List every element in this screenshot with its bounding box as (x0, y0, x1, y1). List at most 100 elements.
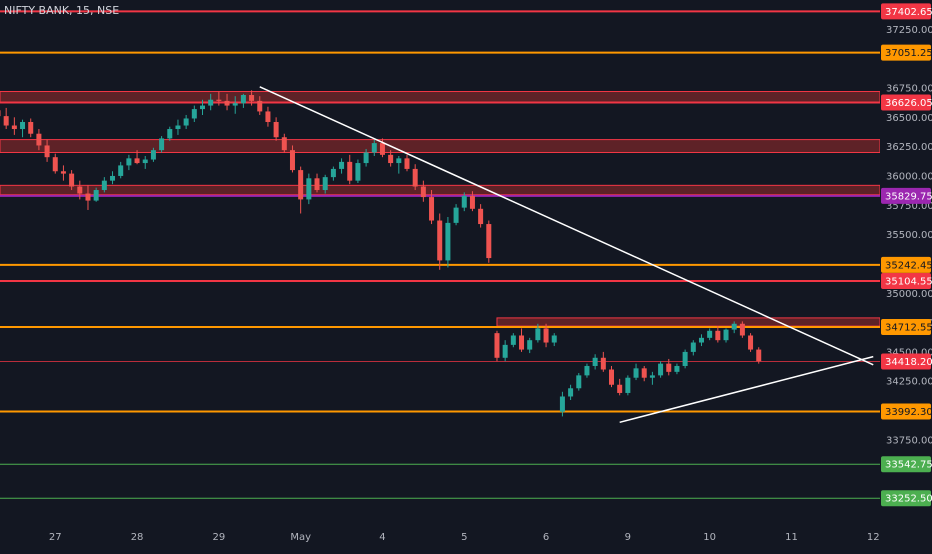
price-badge-label: 34712.55 (885, 322, 932, 333)
candle-body (183, 118, 189, 126)
candle-body (756, 349, 762, 362)
price-tick-label: 36000.00 (886, 171, 932, 182)
candle-body (698, 337, 704, 343)
candle-body (690, 342, 696, 352)
candle-body (28, 121, 34, 134)
candle-body (306, 178, 312, 200)
price-badge-label: 34418.20 (885, 357, 932, 368)
candle-body (52, 157, 58, 172)
candle-body (134, 158, 140, 164)
candle-body (519, 335, 525, 350)
time-tick-label: 4 (379, 532, 385, 543)
candle-body (347, 161, 353, 181)
candle-body (404, 158, 410, 169)
price-badge (881, 256, 931, 273)
candle-body (666, 363, 672, 372)
candle-body (118, 165, 124, 176)
candle-body (240, 95, 246, 104)
symbol-title[interactable]: NIFTY BANK, 15, NSE (4, 4, 120, 17)
candle-body (11, 125, 17, 130)
candle-body (543, 328, 549, 343)
candle-body (715, 330, 721, 341)
candle-body (469, 195, 475, 209)
candle-body (625, 377, 631, 393)
candle-body (20, 121, 26, 130)
candle-body (576, 375, 582, 389)
candle-body (110, 175, 116, 181)
price-badge-label: 37402.65 (885, 7, 932, 18)
candle-body (396, 158, 402, 164)
candle-body (674, 365, 680, 372)
candle-body (273, 121, 279, 138)
time-axis-bg (0, 523, 880, 551)
candle-body (200, 105, 205, 110)
candle-body (617, 384, 623, 393)
candle-body (281, 137, 287, 151)
trendlines[interactable] (259, 86, 874, 424)
price-badge (881, 456, 931, 473)
candle-body (175, 125, 181, 130)
price-badge-label: 33542.75 (885, 460, 932, 471)
time-tick-label: 28 (131, 532, 144, 543)
candle-body (707, 330, 713, 338)
candle-body (584, 365, 590, 376)
candle-body (649, 375, 655, 378)
candle-body (723, 329, 729, 341)
candle-body (633, 368, 639, 378)
candle-body (355, 163, 361, 181)
candle-body (249, 95, 255, 101)
candle-body (494, 333, 500, 358)
price-badge-label: 33992.30 (885, 407, 932, 418)
price-tick-label: 37250.00 (886, 25, 932, 36)
candle-body (0, 110, 1, 117)
price-badge (881, 44, 931, 61)
candle-body (191, 109, 197, 119)
supply-zone (0, 139, 881, 153)
time-tick-label: 6 (543, 532, 549, 543)
price-badge-label: 35104.55 (885, 276, 932, 287)
price-tick-label: 36750.00 (886, 83, 932, 94)
price-badge (881, 490, 931, 507)
candle-body (568, 388, 574, 397)
candle-body (592, 357, 598, 366)
trendline[interactable] (259, 86, 874, 366)
price-badge (881, 318, 931, 335)
price-tick-label: 36250.00 (886, 142, 932, 153)
price-badge (881, 3, 931, 20)
candle-body (93, 190, 99, 201)
candle-body (322, 177, 328, 191)
time-axis[interactable]: 27 28 29 May 4 5 6 9 10 11 12 (0, 523, 880, 551)
price-badge (881, 403, 931, 420)
candle-body (289, 150, 295, 171)
candle-body (658, 363, 664, 376)
candle-body (371, 143, 377, 153)
price-tick-label: 34500.00 (886, 347, 932, 358)
price-badge-label: 36626.05 (885, 98, 932, 109)
candle-body (60, 171, 66, 174)
candle-body (363, 152, 369, 164)
candle-body (486, 224, 492, 259)
candle-body (445, 222, 451, 261)
price-badge-label: 37051.25 (885, 48, 932, 59)
candle-body (502, 344, 508, 358)
candle-body (142, 159, 148, 164)
price-badge-label: 35242.45 (885, 260, 932, 271)
candle-body (429, 197, 435, 221)
candle-body (535, 328, 541, 341)
candle-body (609, 369, 614, 385)
candle-body (314, 178, 320, 191)
time-tick-label: May (290, 532, 311, 543)
candle-body (150, 150, 156, 160)
candle-body (682, 351, 688, 366)
price-badge-label: 35829.75 (885, 191, 932, 202)
candlesticks (0, 90, 762, 417)
candle-body (69, 173, 75, 187)
candle-body (77, 186, 83, 194)
candle-body (748, 335, 754, 350)
price-tick-label: 33750.00 (886, 435, 932, 446)
price-badge (881, 272, 931, 289)
trendline[interactable] (619, 355, 874, 424)
price-tick-label: 34250.00 (886, 377, 932, 388)
